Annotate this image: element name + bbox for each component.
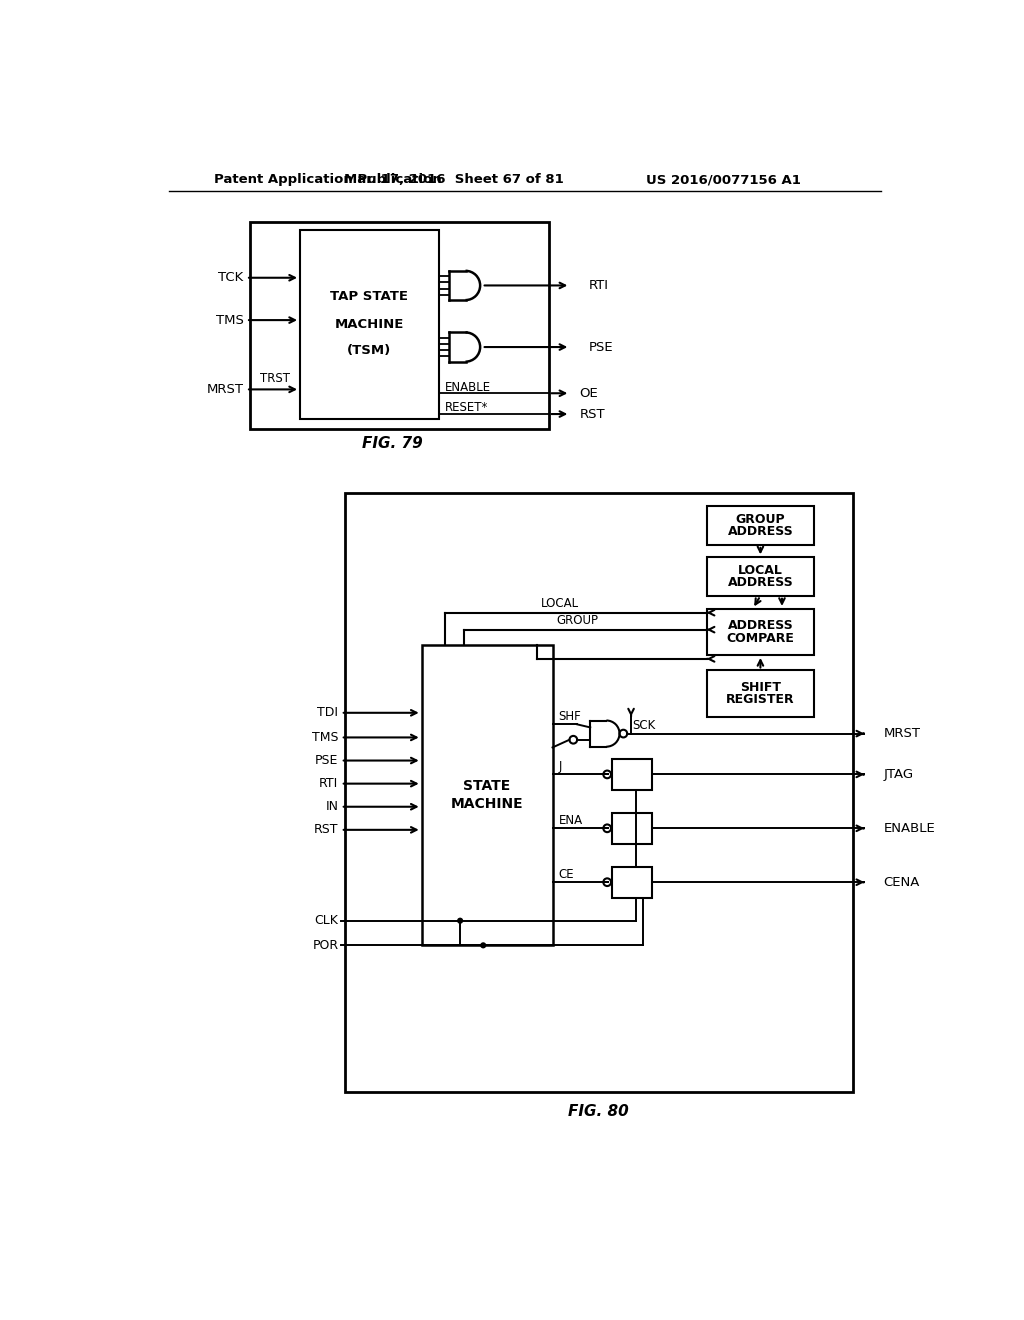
- Circle shape: [457, 917, 463, 924]
- FancyBboxPatch shape: [707, 671, 814, 717]
- Text: TAP STATE: TAP STATE: [331, 289, 409, 302]
- Text: TMS: TMS: [312, 731, 339, 744]
- Text: SCK: SCK: [633, 719, 655, 733]
- FancyBboxPatch shape: [707, 557, 814, 595]
- Text: MACHINE: MACHINE: [335, 318, 403, 331]
- Text: MACHINE: MACHINE: [451, 797, 523, 812]
- FancyBboxPatch shape: [345, 492, 853, 1092]
- Text: PSE: PSE: [315, 754, 339, 767]
- Text: PSE: PSE: [589, 341, 613, 354]
- Text: RESET*: RESET*: [444, 401, 488, 414]
- FancyBboxPatch shape: [250, 222, 549, 429]
- Text: SHF: SHF: [559, 710, 582, 723]
- Text: (TSM): (TSM): [347, 345, 391, 358]
- Text: RTI: RTI: [319, 777, 339, 791]
- Text: CE: CE: [559, 869, 574, 880]
- Text: CENA: CENA: [884, 875, 920, 888]
- FancyBboxPatch shape: [707, 507, 814, 545]
- Text: GROUP: GROUP: [735, 513, 785, 527]
- FancyBboxPatch shape: [611, 813, 652, 843]
- Text: STATE: STATE: [464, 779, 511, 793]
- Text: ADDRESS: ADDRESS: [727, 619, 794, 632]
- Text: Mar. 17, 2016  Sheet 67 of 81: Mar. 17, 2016 Sheet 67 of 81: [344, 173, 564, 186]
- Text: POR: POR: [312, 939, 339, 952]
- Text: LOCAL: LOCAL: [541, 597, 580, 610]
- Text: RTI: RTI: [589, 279, 608, 292]
- Text: ADDRESS: ADDRESS: [727, 576, 794, 589]
- Text: MRST: MRST: [207, 383, 244, 396]
- Text: Patent Application Publication: Patent Application Publication: [214, 173, 441, 186]
- Circle shape: [480, 942, 486, 949]
- Text: IN: IN: [326, 800, 339, 813]
- FancyBboxPatch shape: [422, 645, 553, 945]
- FancyBboxPatch shape: [300, 230, 438, 418]
- FancyBboxPatch shape: [707, 609, 814, 655]
- Text: RST: RST: [580, 408, 605, 421]
- Text: ENA: ENA: [559, 814, 583, 828]
- Text: CLK: CLK: [314, 915, 339, 927]
- Text: ADDRESS: ADDRESS: [727, 525, 794, 539]
- Text: ENABLE: ENABLE: [444, 380, 490, 393]
- Text: RST: RST: [314, 824, 339, 837]
- Text: OE: OE: [580, 387, 598, 400]
- Text: COMPARE: COMPARE: [726, 631, 795, 644]
- Text: REGISTER: REGISTER: [726, 693, 795, 706]
- Text: ENABLE: ENABLE: [884, 822, 935, 834]
- Text: LOCAL: LOCAL: [738, 564, 783, 577]
- Text: J: J: [559, 760, 562, 774]
- FancyBboxPatch shape: [611, 867, 652, 898]
- Text: US 2016/0077156 A1: US 2016/0077156 A1: [646, 173, 801, 186]
- Text: FIG. 80: FIG. 80: [568, 1104, 629, 1119]
- FancyBboxPatch shape: [611, 759, 652, 789]
- Text: TRST: TRST: [260, 372, 290, 385]
- Text: TDI: TDI: [317, 706, 339, 719]
- Text: SHIFT: SHIFT: [740, 681, 781, 694]
- Text: FIG. 79: FIG. 79: [362, 436, 423, 451]
- Text: TCK: TCK: [218, 271, 244, 284]
- Text: MRST: MRST: [884, 727, 921, 741]
- Text: TMS: TMS: [216, 314, 244, 326]
- Text: GROUP: GROUP: [557, 614, 599, 627]
- Text: JTAG: JTAG: [884, 768, 913, 781]
